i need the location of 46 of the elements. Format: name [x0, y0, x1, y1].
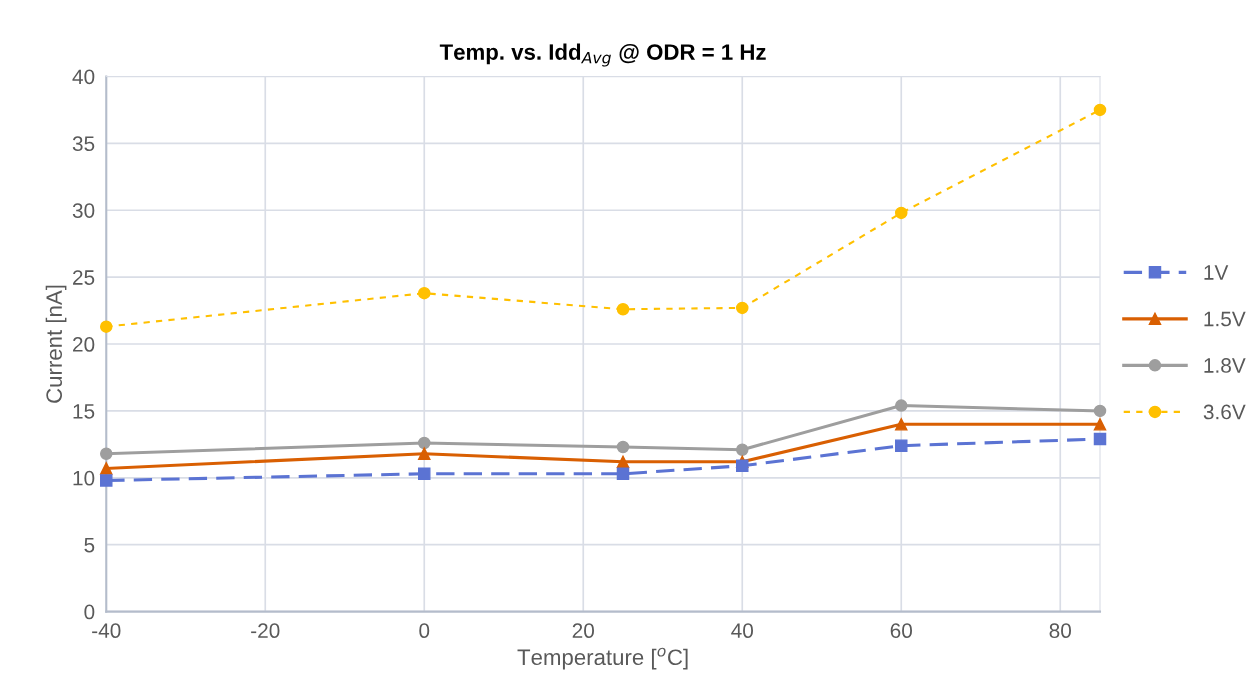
- x-tick-label: 40: [731, 623, 754, 639]
- point: [616, 455, 630, 469]
- point: [894, 399, 908, 412]
- y-tick-label: 25: [73, 270, 95, 285]
- point: [894, 418, 908, 431]
- x-axis-title: Temperature [$^{o}$C]: [517, 647, 688, 670]
- y-tick-label: 0: [84, 604, 95, 620]
- point: [1093, 404, 1107, 418]
- y-tick-label: 20: [73, 337, 95, 352]
- legend-label: 1.8V: [1204, 358, 1246, 373]
- point: [735, 443, 749, 456]
- legend-label: 3.6V: [1203, 404, 1246, 420]
- y-tick-label: 35: [72, 136, 95, 152]
- y-tick-label: 5: [84, 537, 95, 553]
- point: [735, 301, 749, 315]
- chart-title: Temp. vs. Idd$_{Avg}$ @ ODR = 1 Hz: [439, 43, 766, 67]
- point: [616, 302, 630, 316]
- x-tick-label: 80: [1049, 623, 1072, 639]
- y-tick-label: 15: [73, 404, 95, 419]
- point: [1093, 432, 1107, 446]
- x-tick-label: 60: [890, 623, 913, 639]
- point: [1093, 103, 1107, 117]
- legend-label: 1V: [1204, 265, 1229, 280]
- legend-label: 1.5V: [1204, 311, 1246, 327]
- x-tick-label: -40: [92, 623, 121, 639]
- point: [735, 459, 749, 473]
- y-tick-label: 30: [72, 203, 95, 218]
- point: [417, 467, 431, 481]
- point: [417, 286, 431, 300]
- point: [99, 474, 113, 487]
- point: [894, 439, 908, 452]
- x-tick-label: 0: [419, 623, 430, 639]
- point: [417, 436, 431, 450]
- y-tick-label: 40: [72, 69, 95, 85]
- point: [417, 447, 431, 460]
- point: [99, 447, 113, 460]
- y-tick-label: 10: [73, 470, 95, 486]
- point: [1093, 418, 1107, 431]
- point: [894, 206, 908, 220]
- point: [616, 440, 630, 454]
- point: [99, 320, 113, 333]
- point: [99, 462, 113, 475]
- x-tick-label: -20: [251, 623, 280, 639]
- x-tick-label: 20: [572, 623, 595, 639]
- y-axis-title: Current [nA]: [45, 285, 67, 403]
- point: [616, 467, 630, 481]
